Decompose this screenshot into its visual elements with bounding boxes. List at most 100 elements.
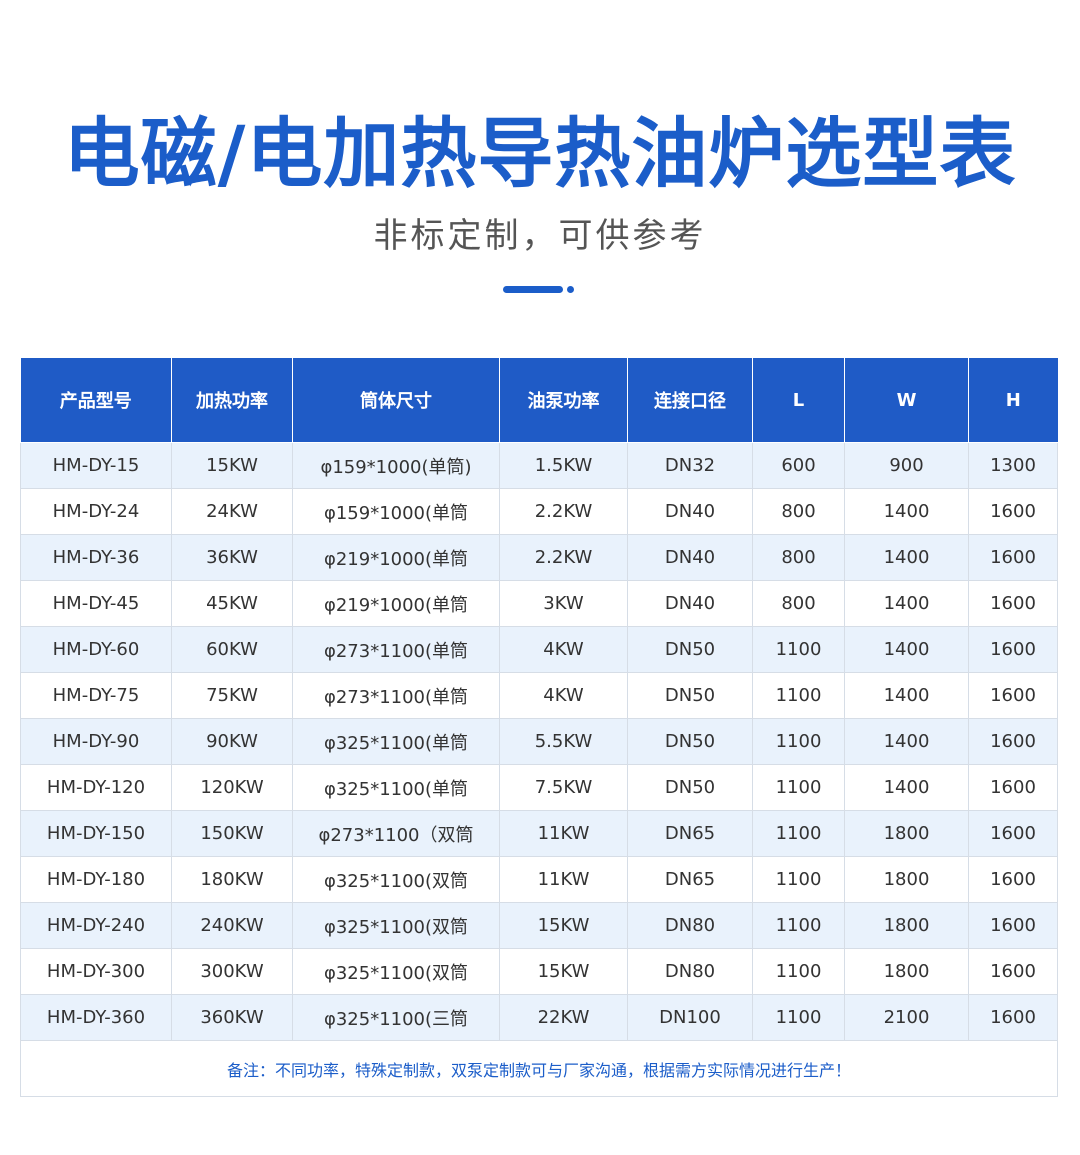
table-cell: 15KW <box>499 948 628 995</box>
table-cell: 600 <box>752 442 845 489</box>
table-cell: 1600 <box>968 902 1058 949</box>
table-row: HM-DY-120 120KW φ325*1100(单筒 7.5KW DN50 1100 1… <box>20 764 1058 811</box>
table-row: HM-DY-15 15KW φ159*1000(单筒) 1.5KW DN32 600 900… <box>20 442 1058 489</box>
table-cell: 1600 <box>968 948 1058 995</box>
column-header: L <box>752 358 845 443</box>
table-cell: 36KW <box>171 534 293 581</box>
table-cell: 1400 <box>844 580 969 627</box>
table-cell: 2.2KW <box>499 488 628 535</box>
table-cell: 1400 <box>844 534 969 581</box>
table-cell: 4KW <box>499 626 628 673</box>
table-row: HM-DY-60 60KW φ273*1100(单筒 4KW DN50 1100 1400 1… <box>20 626 1058 673</box>
column-header: 产品型号 <box>20 358 172 443</box>
table-row: HM-DY-150 150KW φ273*1100（双筒 11KW DN65 1100 18… <box>20 810 1058 857</box>
table-cell: 800 <box>752 580 845 627</box>
table-cell: 1400 <box>844 672 969 719</box>
table-cell: 150KW <box>171 810 293 857</box>
table-row: HM-DY-36 36KW φ219*1000(单筒 2.2KW DN40 800 1400… <box>20 534 1058 581</box>
table-cell: 1400 <box>844 488 969 535</box>
table-cell: φ159*1000(单筒) <box>292 442 500 489</box>
table-cell: 1100 <box>752 994 845 1041</box>
table-cell: DN65 <box>627 810 753 857</box>
divider-dot <box>567 286 574 293</box>
table-cell: 45KW <box>171 580 293 627</box>
table-cell: HM-DY-15 <box>20 442 172 489</box>
table-cell: 1100 <box>752 718 845 765</box>
table-cell: 1100 <box>752 948 845 995</box>
column-header: 筒体尺寸 <box>292 358 500 443</box>
table-cell: φ273*1100(单筒 <box>292 672 500 719</box>
table-cell: 1100 <box>752 626 845 673</box>
table-cell: 1800 <box>844 810 969 857</box>
table-cell: DN40 <box>627 580 753 627</box>
table-cell: 4KW <box>499 672 628 719</box>
table-cell: 800 <box>752 534 845 581</box>
page-title: 电磁/电加热导热油炉选型表 <box>63 109 1017 198</box>
table-row: HM-DY-75 75KW φ273*1100(单筒 4KW DN50 1100 1400 1… <box>20 672 1058 719</box>
table-cell: φ325*1100(双筒 <box>292 948 500 995</box>
table-cell: 1600 <box>968 488 1058 535</box>
column-header: 油泵功率 <box>499 358 628 443</box>
table-row: HM-DY-180 180KW φ325*1100(双筒 11KW DN65 1100 18… <box>20 856 1058 903</box>
table-cell: φ159*1000(单筒 <box>292 488 500 535</box>
table-cell: φ325*1100(单筒 <box>292 764 500 811</box>
table-cell: DN50 <box>627 626 753 673</box>
table-cell: 1600 <box>968 534 1058 581</box>
note-row: 备注：不同功率，特殊定制款，双泵定制款可与厂家沟通，根据需方实际情况进行生产！ <box>20 1040 1058 1097</box>
table-cell: HM-DY-36 <box>20 534 172 581</box>
table-cell: DN40 <box>627 534 753 581</box>
table-cell: φ219*1000(单筒 <box>292 534 500 581</box>
table-cell: 1100 <box>752 764 845 811</box>
table-cell: DN50 <box>627 764 753 811</box>
page-subtitle: 非标定制，可供参考 <box>373 216 707 256</box>
table-cell: 1600 <box>968 994 1058 1041</box>
column-header: 加热功率 <box>171 358 293 443</box>
table-cell: 7.5KW <box>499 764 628 811</box>
table-cell: 11KW <box>499 810 628 857</box>
table-cell: HM-DY-180 <box>20 856 172 903</box>
column-header: H <box>968 358 1058 443</box>
table-cell: 15KW <box>499 902 628 949</box>
table-cell: HM-DY-45 <box>20 580 172 627</box>
table-cell: 11KW <box>499 856 628 903</box>
table-cell: HM-DY-360 <box>20 994 172 1041</box>
table-cell: 800 <box>752 488 845 535</box>
table-cell: 1400 <box>844 718 969 765</box>
table-row: HM-DY-45 45KW φ219*1000(单筒 3KW DN40 800 1400 16… <box>20 580 1058 627</box>
table-cell: 900 <box>844 442 969 489</box>
table-note: 备注：不同功率，特殊定制款，双泵定制款可与厂家沟通，根据需方实际情况进行生产！ <box>20 1040 1058 1097</box>
table-cell: 1800 <box>844 856 969 903</box>
table-cell: DN65 <box>627 856 753 903</box>
table-cell: φ325*1100(三筒 <box>292 994 500 1041</box>
table-cell: 3KW <box>499 580 628 627</box>
table-cell: φ325*1100(双筒 <box>292 856 500 903</box>
table-header-row: 产品型号 加热功率 筒体尺寸 油泵功率 连接口径 L W H <box>20 358 1058 443</box>
table-cell: 2.2KW <box>499 534 628 581</box>
table-cell: 1600 <box>968 856 1058 903</box>
table-cell: HM-DY-150 <box>20 810 172 857</box>
table-cell: DN50 <box>627 672 753 719</box>
table-cell: 24KW <box>171 488 293 535</box>
table-cell: 1600 <box>968 718 1058 765</box>
table-row: HM-DY-360 360KW φ325*1100(三筒 22KW DN100 1100 2… <box>20 994 1058 1041</box>
table-cell: 1600 <box>968 672 1058 719</box>
table-cell: 240KW <box>171 902 293 949</box>
table-cell: φ273*1100（双筒 <box>292 810 500 857</box>
table-cell: DN80 <box>627 948 753 995</box>
table-cell: HM-DY-75 <box>20 672 172 719</box>
table-cell: 22KW <box>499 994 628 1041</box>
table-cell: 90KW <box>171 718 293 765</box>
table-cell: 1600 <box>968 626 1058 673</box>
column-header: 连接口径 <box>627 358 753 443</box>
table-cell: 1.5KW <box>499 442 628 489</box>
table-cell: 1600 <box>968 580 1058 627</box>
table-cell: 1800 <box>844 902 969 949</box>
table-cell: 60KW <box>171 626 293 673</box>
table-cell: 1100 <box>752 810 845 857</box>
table-row: HM-DY-300 300KW φ325*1100(双筒 15KW DN80 1100 18… <box>20 948 1058 995</box>
table-cell: DN80 <box>627 902 753 949</box>
table-cell: HM-DY-60 <box>20 626 172 673</box>
table-row: HM-DY-240 240KW φ325*1100(双筒 15KW DN80 1100 18… <box>20 902 1058 949</box>
table-cell: 120KW <box>171 764 293 811</box>
selection-table: 产品型号 加热功率 筒体尺寸 油泵功率 连接口径 L W H HM-DY-15 15KW φ159… <box>20 358 1058 1097</box>
